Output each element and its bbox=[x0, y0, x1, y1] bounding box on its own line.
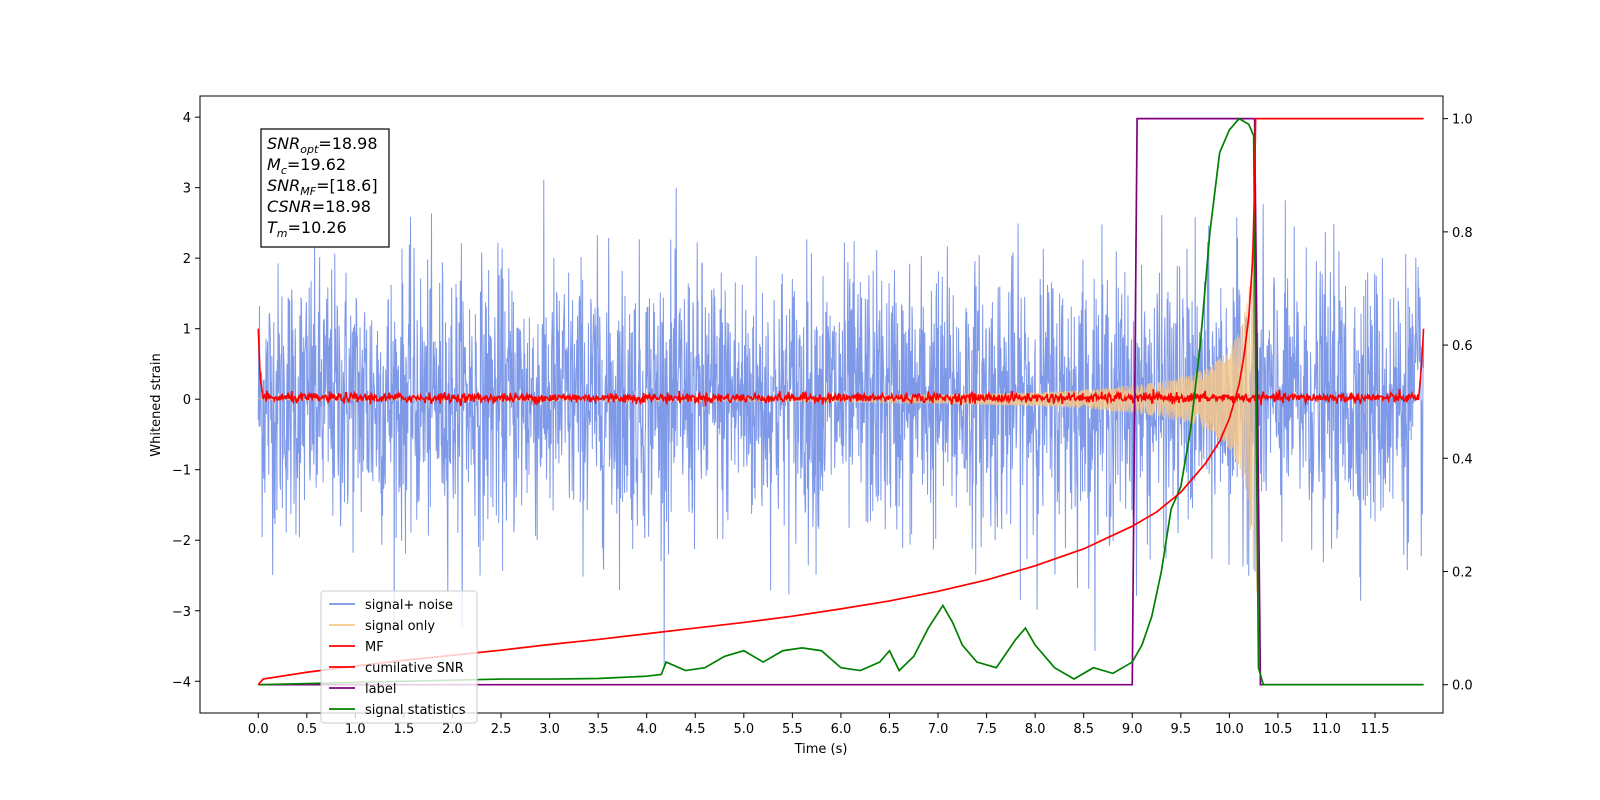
x-tick-label: 3.5 bbox=[588, 722, 609, 737]
x-tick-label: 4.0 bbox=[636, 722, 657, 737]
y-right-tick-label: 0.2 bbox=[1452, 565, 1473, 580]
x-tick-label: 10.0 bbox=[1215, 722, 1244, 737]
series-mf bbox=[257, 328, 1425, 407]
x-tick-label: 10.5 bbox=[1263, 722, 1292, 737]
y-right-tick-label: 1.0 bbox=[1452, 113, 1473, 128]
x-tick-label: 9.5 bbox=[1170, 722, 1191, 737]
x-tick-label: 6.5 bbox=[879, 722, 900, 737]
legend-label: signal only bbox=[365, 619, 435, 634]
x-tick-label: 5.5 bbox=[782, 722, 803, 737]
y-right-tick-label: 0.6 bbox=[1452, 339, 1473, 354]
legend-label: cumilative SNR bbox=[365, 661, 464, 676]
annotation-line: SNRopt=18.98 bbox=[267, 134, 378, 156]
x-tick-label: 8.0 bbox=[1025, 722, 1046, 737]
x-tick-label: 11.0 bbox=[1312, 722, 1341, 737]
y-tick-label: −4 bbox=[172, 675, 191, 690]
annotation-frame bbox=[260, 128, 390, 248]
x-tick-label: 0.5 bbox=[296, 722, 317, 737]
x-tick-label: 7.5 bbox=[976, 722, 997, 737]
x-tick-label: 3.0 bbox=[539, 722, 560, 737]
series-signal-statistics bbox=[258, 117, 1424, 686]
annotation-line: SNRMF=[18.6] bbox=[267, 176, 378, 198]
x-tick-label: 2.5 bbox=[491, 722, 512, 737]
legend-label: label bbox=[365, 682, 396, 697]
annotation-line: Mc=19.62 bbox=[267, 155, 346, 177]
x-tick-label: 1.0 bbox=[345, 722, 366, 737]
y-right-tick-label: 0.0 bbox=[1452, 679, 1473, 694]
legend-label: MF bbox=[365, 640, 384, 655]
legend-frame bbox=[320, 590, 478, 724]
x-tick-label: 1.5 bbox=[394, 722, 415, 737]
x-tick-label: 9.0 bbox=[1122, 722, 1143, 737]
y-tick-label: 1 bbox=[183, 323, 191, 338]
y-tick-label: 2 bbox=[183, 252, 191, 267]
axes-layer: 0.0 0.5 1.0 1.5 2.0 2.5 3.0 3.5 4.0 4.5 5.0 5.5 6.0 6… bbox=[172, 111, 1473, 737]
y-tick-label: −1 bbox=[172, 464, 191, 479]
y-right-tick-label: 0.8 bbox=[1452, 226, 1473, 241]
x-tick-label: 11.5 bbox=[1361, 722, 1390, 737]
annotation-line: CSNR=18.98 bbox=[267, 197, 371, 216]
y-right-tick-label: 0.4 bbox=[1452, 452, 1473, 467]
y-tick-label: −2 bbox=[172, 534, 191, 549]
x-axis-title: Time (s) bbox=[794, 742, 848, 757]
y-tick-label: 3 bbox=[183, 182, 191, 197]
x-tick-label: 6.0 bbox=[831, 722, 852, 737]
legend-label: signal statistics bbox=[365, 703, 466, 718]
y-tick-label: 4 bbox=[183, 111, 191, 126]
x-tick-label: 2.0 bbox=[442, 722, 463, 737]
y-tick-label: −3 bbox=[172, 605, 191, 620]
x-tick-label: 4.5 bbox=[685, 722, 706, 737]
legend-label: signal+ noise bbox=[365, 598, 453, 613]
y-tick-label: 0 bbox=[183, 393, 191, 408]
x-tick-label: 0.0 bbox=[248, 722, 269, 737]
plot-frame bbox=[199, 95, 1444, 714]
annotation-box: SNRopt=18.98Mc=19.62SNRMF=[18.6]CSNR=18.… bbox=[260, 128, 390, 248]
y-axis-title: Whitened strain bbox=[149, 353, 164, 456]
x-tick-label: 7.0 bbox=[928, 722, 949, 737]
x-tick-label: 8.5 bbox=[1073, 722, 1094, 737]
legend: signal+ noise signal only MF cumilative SNR… bbox=[320, 590, 478, 724]
x-tick-label: 5.0 bbox=[733, 722, 754, 737]
annotation-line: Tm=10.26 bbox=[267, 218, 347, 240]
